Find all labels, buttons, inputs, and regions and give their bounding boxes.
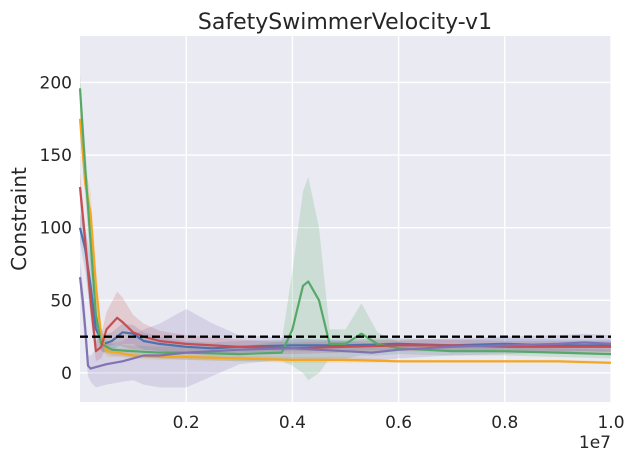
series-band-green [80,73,611,381]
x-tick-label-0: 0.2 [173,413,200,433]
y-tick-label-1: 50 [50,291,72,311]
x-tick-label-3: 0.8 [491,413,518,433]
y-tick-labels: 0 50 100 150 200 [40,73,72,383]
x-tick-labels: 0.2 0.4 0.6 0.8 1.0 [173,413,625,433]
x-tick-label-1: 0.4 [279,413,306,433]
series-band-blue [80,213,611,355]
y-tick-label-3: 150 [40,146,72,166]
series-line-red [78,186,611,353]
series-line-orange [78,118,612,364]
series-band-purple [80,262,611,388]
series-line-purple [78,276,612,370]
x-tick-label-2: 0.6 [385,413,412,433]
y-tick-label-2: 100 [40,219,72,239]
chart-title: SafetySwimmerVelocity-v1 [198,10,492,35]
y-axis-label: Constraint [7,167,31,271]
y-tick-label-0: 0 [61,364,72,384]
x-tick-label-4: 1.0 [597,413,624,433]
grid-lines [80,36,612,402]
series-lines [78,88,612,370]
x-offset-label: 1e7 [579,433,611,453]
series-band-red [80,172,611,362]
confidence-bands [80,73,611,388]
y-tick-label-4: 200 [40,73,72,93]
